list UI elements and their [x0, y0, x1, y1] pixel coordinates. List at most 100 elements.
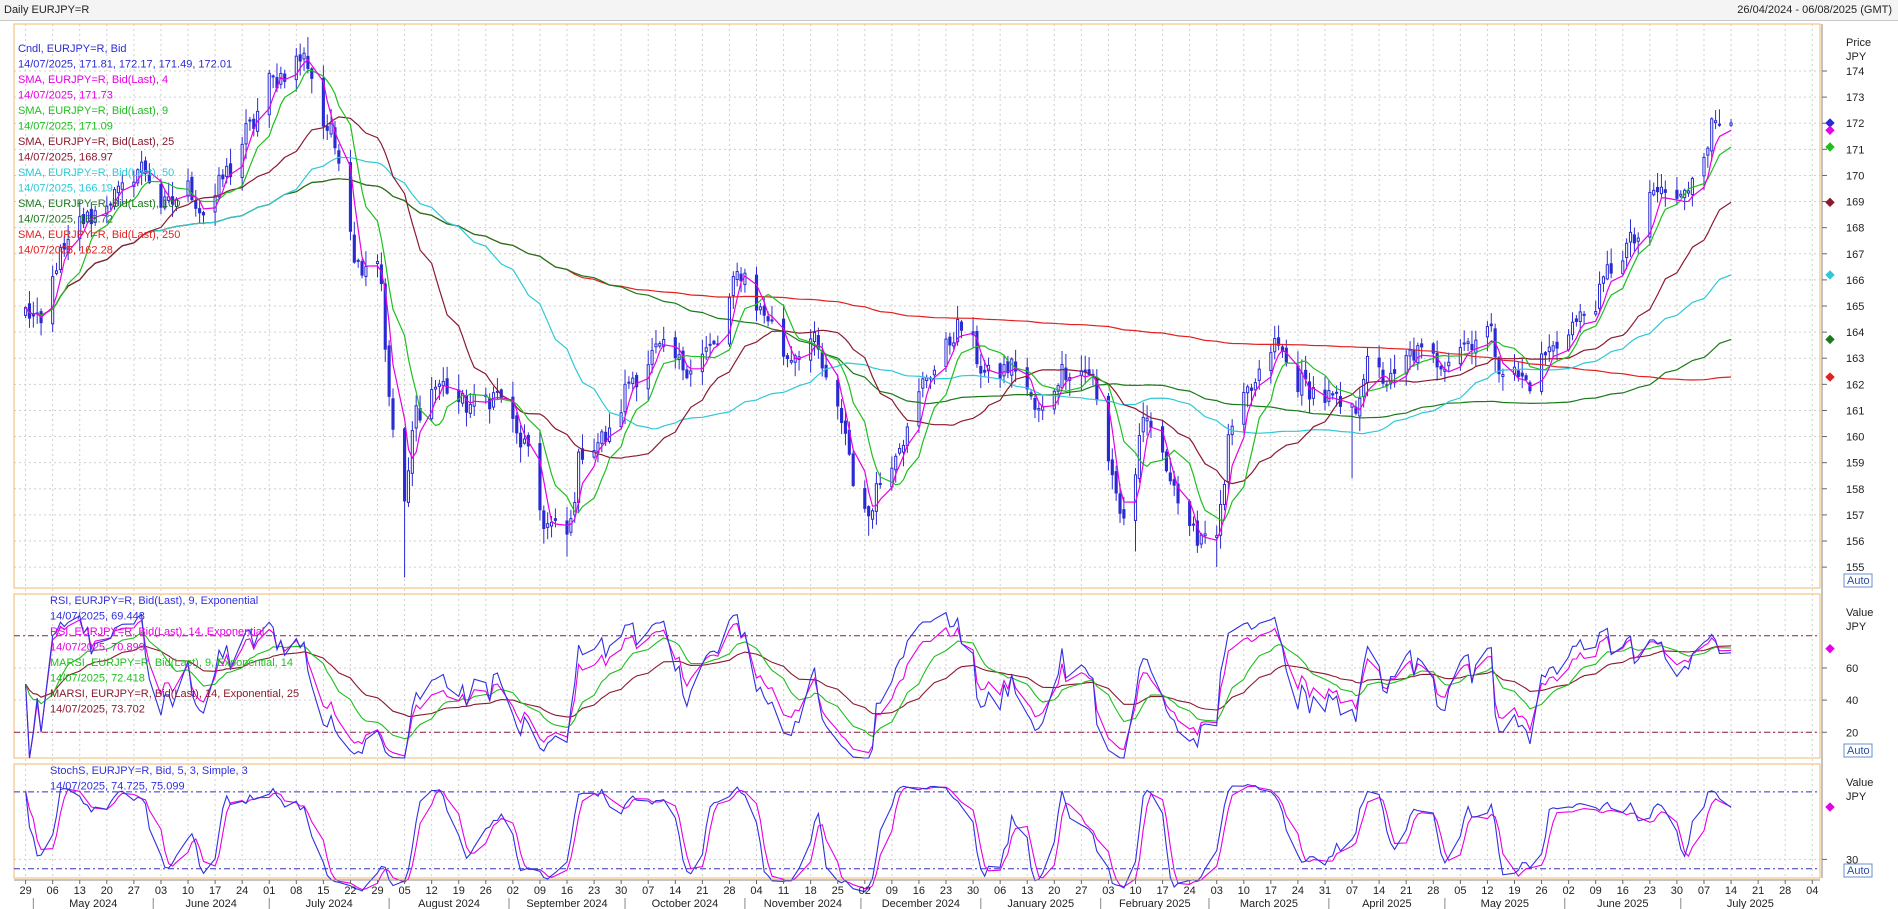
candle — [310, 67, 314, 94]
candle — [1706, 146, 1710, 168]
candle — [1389, 358, 1393, 390]
candle — [457, 374, 461, 414]
candle-body — [433, 386, 438, 390]
date-tick-label: 17 — [209, 885, 221, 897]
candle — [1656, 172, 1660, 203]
candle-body — [542, 510, 546, 529]
date-tick-label: 09 — [534, 885, 546, 897]
candle-body — [1412, 349, 1416, 361]
candle-body — [1625, 242, 1629, 259]
date-tick-label: 16 — [1617, 885, 1629, 897]
candle — [569, 509, 573, 536]
y-tick-label: 167 — [1846, 249, 1864, 261]
candle-body — [1516, 370, 1520, 378]
title-bar: Daily EURJPY=R 26/04/2024 - 06/08/2025 (… — [0, 0, 1898, 21]
legend-entry: SMA, EURJPY=R, Bid(Last), 50 — [18, 167, 174, 179]
candle-body — [1307, 381, 1312, 400]
candle-body — [403, 428, 407, 502]
auto-button-label: Auto — [1847, 575, 1870, 587]
candle — [1659, 174, 1664, 198]
auto-button-box[interactable] — [1843, 573, 1873, 588]
candle — [1462, 330, 1466, 351]
legend-entry: SMA, EURJPY=R, Bid(Last), 100 — [18, 198, 180, 210]
rsi-auto-button[interactable]: Auto — [1843, 743, 1873, 758]
candle-body — [654, 343, 658, 348]
candle — [1025, 357, 1029, 397]
month-label: July 2025 — [1727, 898, 1774, 909]
candle-body — [1582, 313, 1586, 316]
candle-body — [546, 523, 550, 528]
candle — [1539, 341, 1544, 395]
candle-body — [1408, 349, 1412, 357]
month-label: June 2024 — [186, 898, 237, 909]
date-tick-label: 06 — [994, 885, 1006, 897]
candle-body — [1543, 352, 1547, 356]
candle — [901, 439, 906, 467]
candle-body — [1002, 364, 1006, 377]
candle — [229, 148, 233, 185]
candle-body — [735, 271, 739, 281]
month-label: December 2024 — [882, 898, 960, 909]
candle — [898, 443, 902, 456]
candle-body — [894, 455, 898, 471]
date-tick-label: 17 — [1156, 885, 1168, 897]
date-tick-label: 04 — [1806, 885, 1818, 897]
candle-body — [932, 369, 936, 376]
candle — [689, 359, 693, 387]
legend-entry: 14/07/2025, 163.72 — [18, 214, 113, 226]
candle — [1145, 405, 1149, 436]
candle-body — [1466, 341, 1470, 345]
candle-body — [159, 183, 163, 208]
candle — [600, 429, 604, 453]
candle-body — [1014, 361, 1018, 372]
date-tick-label: 08 — [290, 885, 302, 897]
candle-body — [383, 283, 387, 350]
candle — [1470, 330, 1474, 365]
candle — [1485, 321, 1489, 352]
candle — [1570, 312, 1575, 341]
date-tick-label: 29 — [19, 885, 31, 897]
date-tick-label: 24 — [236, 885, 248, 897]
candle — [1416, 342, 1420, 371]
candle — [1679, 190, 1683, 199]
auto-button-box[interactable] — [1843, 863, 1873, 878]
candle-body — [472, 393, 476, 407]
candle-body — [700, 353, 704, 373]
date-tick-label: 12 — [1481, 885, 1493, 897]
candle — [194, 190, 198, 217]
date-tick-label: 03 — [1211, 885, 1223, 897]
candle — [627, 376, 631, 389]
candle-body — [789, 360, 793, 363]
candle — [1710, 117, 1714, 162]
candle — [1350, 402, 1354, 479]
auto-button-box[interactable] — [1843, 743, 1873, 758]
candle-body — [430, 389, 434, 420]
candle — [1002, 355, 1006, 384]
candle-body — [147, 174, 151, 184]
candle — [739, 267, 743, 293]
candle-body — [708, 343, 712, 346]
candle-body — [712, 340, 716, 345]
candle-body — [1064, 367, 1068, 381]
candle — [82, 207, 86, 229]
candle — [109, 201, 113, 211]
candle-body — [1327, 390, 1331, 402]
candle — [538, 429, 542, 521]
candle — [542, 505, 546, 544]
candle-body — [1404, 355, 1408, 375]
candle-body — [727, 297, 732, 345]
stoch-auto-button[interactable]: Auto — [1843, 863, 1873, 878]
candle — [1242, 382, 1246, 434]
price-auto-button[interactable]: Auto — [1843, 573, 1873, 588]
candle-body — [635, 374, 639, 388]
candle — [1253, 378, 1257, 397]
grid — [14, 24, 1820, 878]
candle — [441, 367, 445, 397]
date-tick-label: 17 — [1265, 885, 1277, 897]
candle — [519, 424, 523, 463]
candle-body — [1106, 395, 1110, 462]
candle — [631, 371, 635, 391]
candle — [979, 354, 983, 389]
